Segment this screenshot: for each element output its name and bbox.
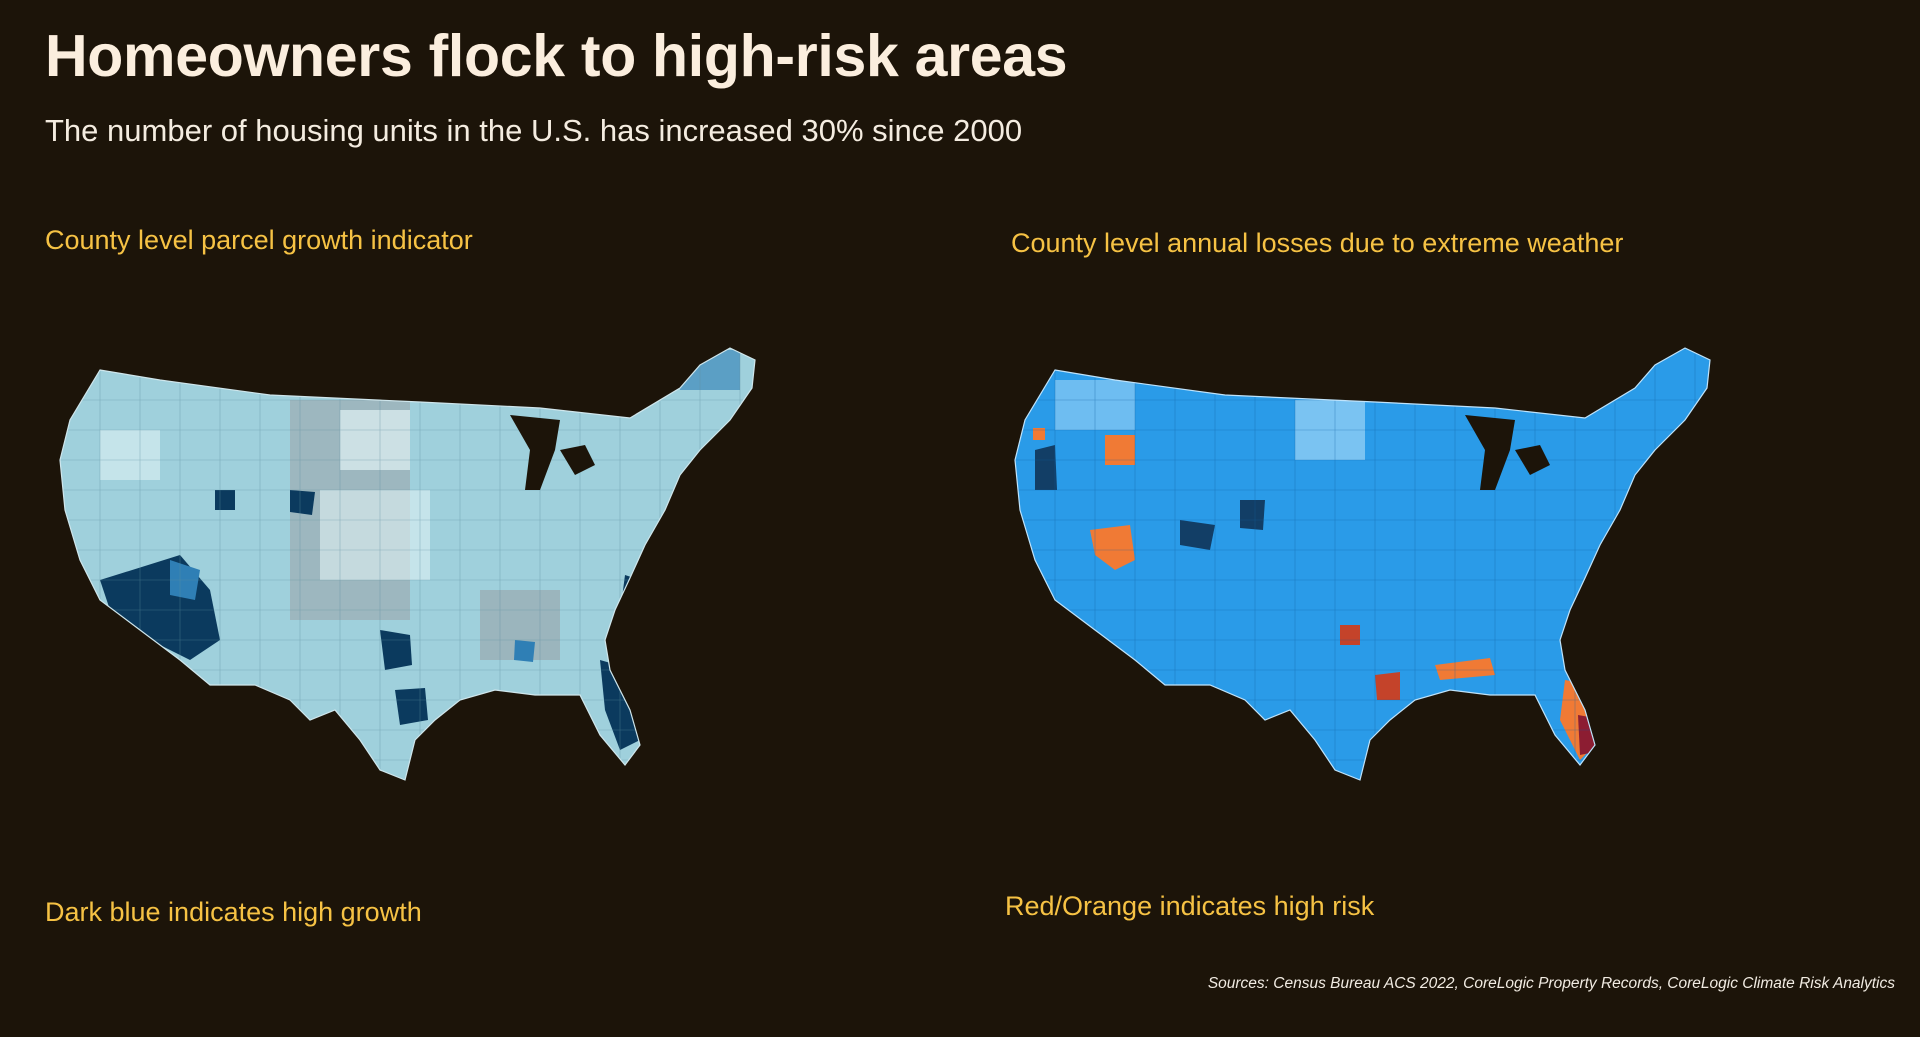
losses-map-note: Red/Orange indicates high risk [1005,891,1375,921]
great-lakes-east [1515,445,1550,475]
region-mid-maine [680,350,740,390]
region-light-oregon [100,430,160,480]
region-dark-colorado [1240,500,1265,530]
growth-map-svg [59,347,756,781]
region-orange-norcal [1033,428,1045,440]
region-orange-gulf-coast [1435,658,1495,680]
growth-map-note: Dark blue indicates high growth [45,897,422,927]
region-dark-texas-austin [395,688,428,725]
region-orange-socal [1090,525,1135,570]
great-lakes [510,415,560,490]
region-dark-denver [290,490,315,515]
region-dark-arizona [1180,520,1215,550]
region-dark-texas-dfw [380,630,412,670]
growth-map-heading: County level parcel growth indicator [45,225,473,255]
growth-map [40,340,940,900]
region-mid-atlanta [514,640,535,662]
region-red-houston [1375,672,1400,700]
sources-note: Sources: Census Bureau ACS 2022, CoreLog… [1207,975,1895,992]
region-orange-carolina-coast [1585,598,1600,622]
region-red-dallas [1340,625,1360,645]
losses-map-heading: County level annual losses due to extrem… [1011,228,1624,258]
region-orange-nevada [1105,435,1135,465]
page-title: Homeowners flock to high-risk areas [45,23,1068,89]
region-light-kansas [320,490,430,580]
region-dark-california [1035,445,1057,490]
great-lakes-east [560,445,595,475]
us-outline [1014,347,1711,781]
region-dark-utah [215,490,235,510]
us-outline [59,347,756,781]
great-lakes [1465,415,1515,490]
losses-map-svg [1014,347,1711,781]
losses-map [995,340,1895,900]
page-subtitle: The number of housing units in the U.S. … [45,113,1023,148]
region-orange-northeast-coast [1615,515,1635,548]
region-light-dakotas [340,410,410,470]
